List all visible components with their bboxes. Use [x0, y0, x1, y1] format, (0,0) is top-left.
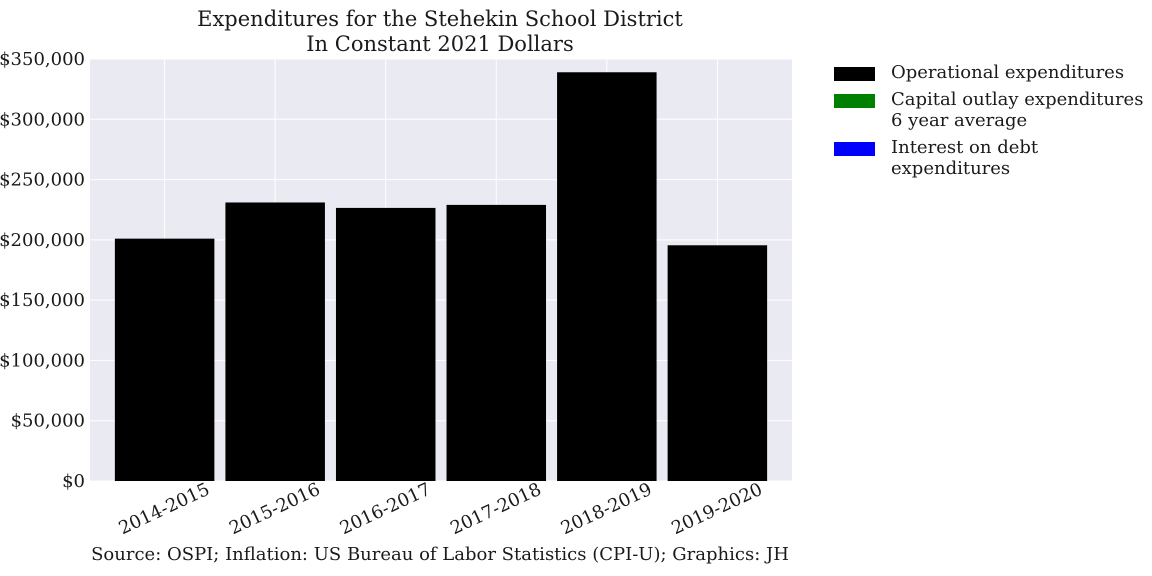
legend-swatch-interest-on-debt [834, 142, 875, 156]
y-tick-label: $150,000 [0, 290, 85, 311]
legend-item-interest-on-debt: Interest on debt expenditures [834, 137, 1152, 179]
y-tick-label: $250,000 [0, 170, 85, 191]
y-tick-label: $0 [62, 471, 85, 492]
legend-item-operational: Operational expenditures [834, 62, 1152, 83]
source-note: Source: OSPI; Inflation: US Bureau of La… [91, 544, 789, 565]
chart-title-line-1: Expenditures for the Stehekin School Dis… [197, 7, 683, 31]
x-tick-label: 2015-2016 [226, 479, 323, 539]
x-tick-label: 2019-2020 [668, 479, 765, 539]
legend-label-capital-outlay: Capital outlay expenditures 6 year avera… [891, 89, 1144, 131]
legend-swatch-operational [834, 67, 875, 81]
y-tick-label: $200,000 [0, 230, 85, 251]
y-tick-label: $350,000 [0, 49, 85, 70]
legend-label-interest-on-debt: Interest on debt expenditures [891, 137, 1039, 179]
bar-2019-2020 [667, 245, 768, 481]
legend-swatch-capital-outlay [834, 94, 875, 108]
legend-item-capital-outlay: Capital outlay expenditures 6 year avera… [834, 89, 1152, 131]
bar-2015-2016 [225, 202, 325, 482]
x-tick-label: 2016-2017 [337, 479, 434, 539]
bar-2018-2019 [557, 72, 657, 482]
bar-2016-2017 [335, 207, 436, 482]
y-tick-label: $100,000 [0, 350, 85, 371]
bar-2014-2015 [114, 238, 215, 481]
x-tick-label: 2017-2018 [447, 479, 544, 539]
chart-title-line-2: In Constant 2021 Dollars [306, 32, 574, 56]
legend: Operational expenditures Capital outlay … [834, 62, 1152, 185]
legend-label-operational: Operational expenditures [891, 62, 1125, 83]
x-tick-label: 2018-2019 [558, 479, 655, 539]
x-tick-label: 2014-2015 [116, 479, 213, 539]
y-tick-label: $300,000 [0, 109, 85, 130]
bar-2017-2018 [446, 204, 547, 482]
y-tick-label: $50,000 [11, 411, 85, 432]
